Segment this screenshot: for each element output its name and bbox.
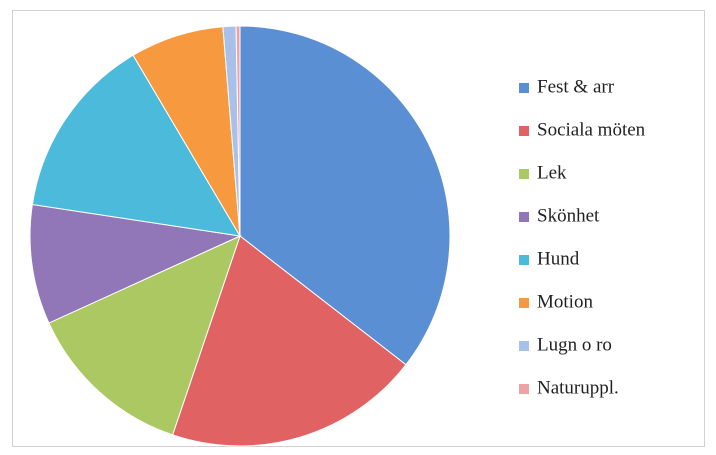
legend-swatch bbox=[519, 384, 529, 394]
pie-slice bbox=[235, 25, 241, 237]
legend-label: Fest & arr bbox=[537, 76, 615, 97]
legend-label: Motion bbox=[537, 291, 593, 312]
pie-slice bbox=[29, 203, 242, 324]
legend-swatch bbox=[519, 83, 529, 93]
pie-slice bbox=[48, 235, 241, 436]
legend-label: Naturuppl. bbox=[537, 377, 619, 398]
pie-slice bbox=[239, 25, 451, 366]
legend-label: Hund bbox=[537, 248, 580, 269]
pie-slice bbox=[171, 235, 407, 447]
legend-label: Sociala möten bbox=[537, 119, 646, 140]
legend-label: Lugn o ro bbox=[537, 334, 612, 355]
legend-swatch bbox=[519, 169, 529, 179]
legend-label: Lek bbox=[537, 162, 567, 183]
legend-swatch bbox=[519, 255, 529, 265]
pie-slice bbox=[31, 54, 241, 237]
legend-swatch bbox=[519, 298, 529, 308]
legend-swatch bbox=[519, 126, 529, 136]
legend-label: Skönhet bbox=[537, 205, 600, 226]
legend-swatch bbox=[519, 341, 529, 351]
legend-swatch bbox=[519, 212, 529, 222]
